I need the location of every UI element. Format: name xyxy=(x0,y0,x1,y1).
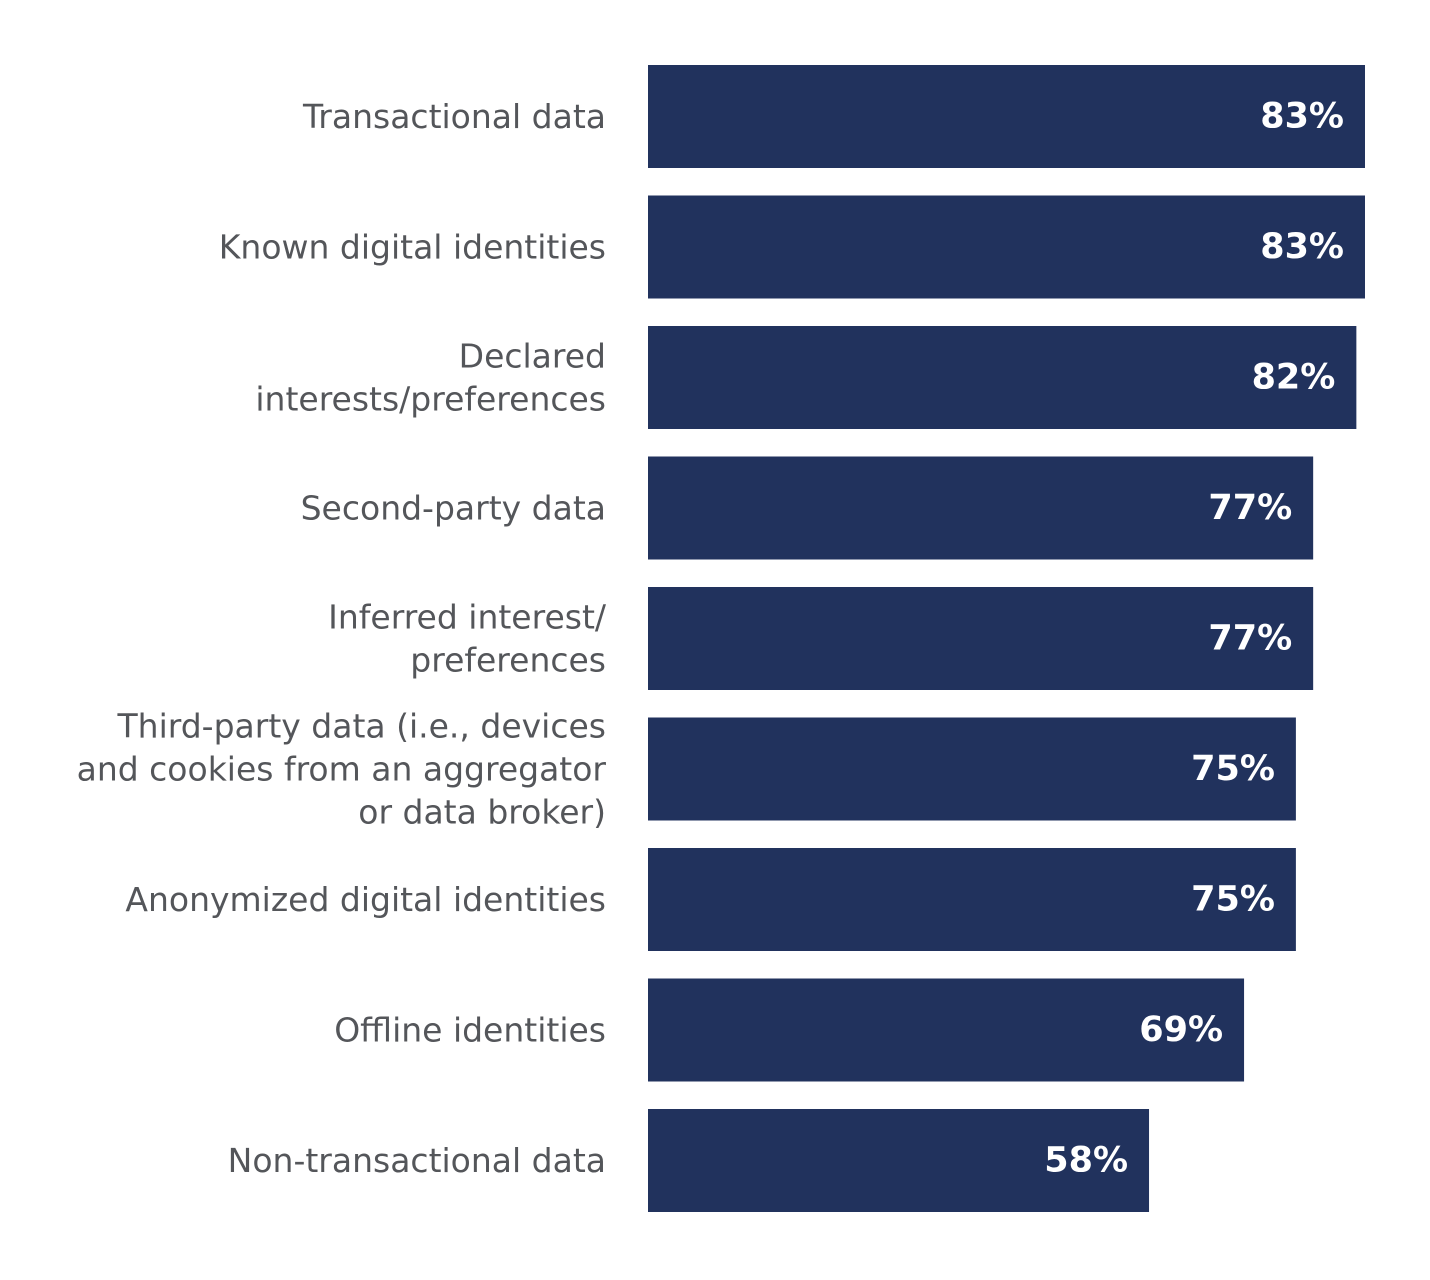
bar-8 xyxy=(648,1109,1150,1212)
value-label-2: 82% xyxy=(1252,358,1336,398)
category-label-8: Non-transactional data xyxy=(228,1141,606,1180)
bar-1 xyxy=(648,195,1365,299)
value-label-7: 69% xyxy=(1139,1010,1223,1050)
category-label-5: Third-party data (i.e., devices and cooki… xyxy=(77,707,607,832)
value-label-8: 58% xyxy=(1044,1141,1128,1181)
bar-3 xyxy=(648,456,1314,560)
bar-2 xyxy=(648,326,1357,429)
value-label-0: 83% xyxy=(1260,97,1344,137)
category-labels-group: Transactional data Known digital identiti… xyxy=(77,97,607,1180)
value-label-5: 75% xyxy=(1191,749,1275,789)
category-label-7: Offline identities xyxy=(334,1011,606,1050)
bar-5 xyxy=(648,717,1296,821)
category-label-0: Transactional data xyxy=(302,97,606,136)
value-label-6: 75% xyxy=(1191,880,1275,920)
category-label-6: Anonymized digital identities xyxy=(125,880,606,919)
value-label-4: 77% xyxy=(1208,619,1292,659)
category-label-4: Inferred interest/preferences xyxy=(328,598,607,680)
value-label-3: 77% xyxy=(1208,488,1292,528)
category-label-1: Known digital identities xyxy=(219,228,606,267)
bar-7 xyxy=(648,978,1245,1082)
bar-0 xyxy=(648,65,1365,168)
bar-6 xyxy=(648,848,1296,951)
value-labels-group: 83% 83% 82% 77% 77% 75% 75% 69% 58% xyxy=(1044,97,1344,1181)
bar-4 xyxy=(648,587,1314,690)
category-label-2: Declared interests/preferences xyxy=(255,337,606,419)
bars-group xyxy=(648,65,1365,1212)
category-label-3: Second-party data xyxy=(301,489,606,528)
value-label-1: 83% xyxy=(1260,227,1344,267)
